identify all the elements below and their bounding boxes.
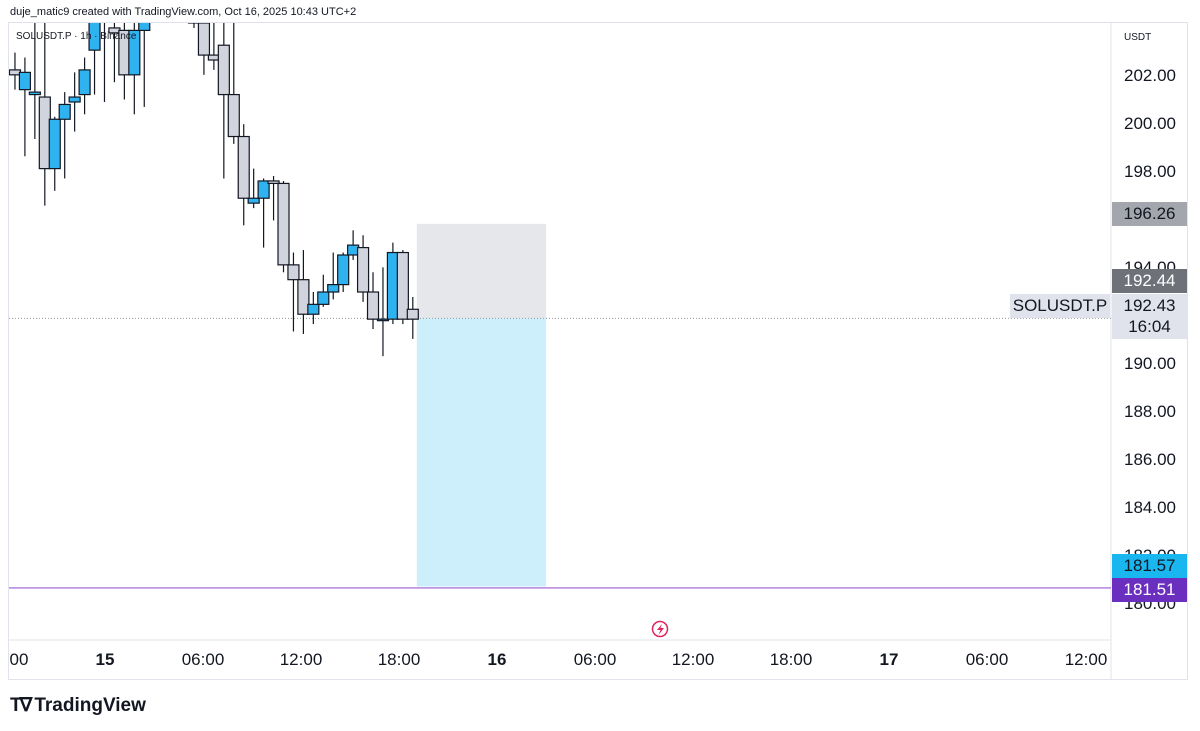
currency-unit-label: USDT bbox=[1124, 32, 1152, 43]
price-tick: 184.00 bbox=[1124, 498, 1176, 517]
price-tick: 202.00 bbox=[1124, 66, 1176, 85]
candle-bullish bbox=[138, 23, 151, 32]
candle-bullish bbox=[337, 254, 350, 286]
chart-frame bbox=[8, 22, 1188, 680]
chart-header-text: duje_matic9 created with TradingView.com… bbox=[10, 6, 357, 18]
time-tick: 18:00 bbox=[769, 650, 813, 669]
candle-bearish bbox=[287, 264, 300, 281]
time-tick: 12:00 bbox=[1064, 650, 1108, 669]
price-tick: 200.00 bbox=[1124, 114, 1176, 133]
time-tick: 15 bbox=[95, 650, 115, 669]
target-price-badge: 196.26 bbox=[1112, 202, 1187, 226]
horizontal-line-price-badge: 181.51 bbox=[1112, 578, 1187, 602]
entry-price-badge: 192.44 bbox=[1112, 269, 1187, 293]
price-tick: 190.00 bbox=[1124, 354, 1176, 373]
time-tick: 06:00 bbox=[181, 650, 225, 669]
price-tick: 198.00 bbox=[1124, 162, 1176, 181]
candle-bearish bbox=[187, 23, 201, 24]
candle-bullish bbox=[78, 69, 91, 96]
stop-zone bbox=[416, 318, 547, 587]
candle-bullish bbox=[88, 23, 101, 51]
tradingview-logo[interactable]: T∇ TradingView bbox=[10, 694, 146, 717]
price-tick: 188.00 bbox=[1124, 402, 1176, 421]
candle-bullish bbox=[247, 197, 260, 204]
candle-bullish bbox=[68, 96, 81, 103]
candle-bullish bbox=[128, 29, 141, 76]
lightning-circle-icon bbox=[651, 620, 669, 638]
candle-bullish bbox=[48, 118, 61, 170]
candles-group bbox=[9, 8, 419, 357]
time-tick: 12:00 bbox=[279, 650, 323, 669]
tradingview-logo-icon: T∇ bbox=[10, 695, 32, 716]
time-tick: 00 bbox=[9, 650, 29, 669]
candle-bearish bbox=[267, 180, 280, 185]
candle-bearish bbox=[366, 291, 380, 320]
candle-bearish bbox=[197, 23, 211, 56]
candle-bearish bbox=[297, 279, 310, 315]
candle-bullish bbox=[317, 291, 330, 305]
candle-bullish bbox=[257, 180, 270, 199]
candle-bearish bbox=[356, 246, 370, 293]
candle-bearish bbox=[227, 93, 240, 138]
candle-bearish bbox=[217, 44, 230, 96]
lightning-icon bbox=[657, 624, 664, 635]
time-tick: 06:00 bbox=[573, 650, 617, 669]
last-price-badge: 192.43 bbox=[1112, 294, 1187, 318]
stop-price-badge: 181.57 bbox=[1112, 554, 1187, 578]
candle-countdown-badge: 16:04 bbox=[1112, 315, 1187, 339]
candle-bullish bbox=[327, 284, 340, 293]
candle-bearish bbox=[99, 8, 110, 10]
target-zone bbox=[416, 223, 547, 319]
price-tick: 186.00 bbox=[1124, 450, 1176, 469]
candle-bullish bbox=[28, 91, 41, 96]
time-tick: 18:00 bbox=[377, 650, 421, 669]
time-tick: 16 bbox=[487, 650, 507, 669]
symbol-legend[interactable]: SOLUSDT.P · 1h · Binance bbox=[16, 31, 137, 42]
symbol-price-label: SOLUSDT.P bbox=[1010, 294, 1110, 318]
candle-bullish bbox=[376, 318, 390, 322]
candle-bearish bbox=[277, 182, 290, 266]
candle-bearish bbox=[406, 308, 419, 320]
candle-bearish bbox=[237, 135, 250, 199]
candle-bullish bbox=[58, 103, 71, 120]
tradingview-logo-text: TradingView bbox=[34, 694, 146, 716]
candle-bullish bbox=[307, 303, 320, 315]
time-tick: 17 bbox=[879, 650, 899, 669]
candle-bearish bbox=[396, 251, 409, 320]
candle-bullish bbox=[18, 71, 32, 91]
time-tick: 06:00 bbox=[965, 650, 1009, 669]
time-tick: 12:00 bbox=[671, 650, 715, 669]
